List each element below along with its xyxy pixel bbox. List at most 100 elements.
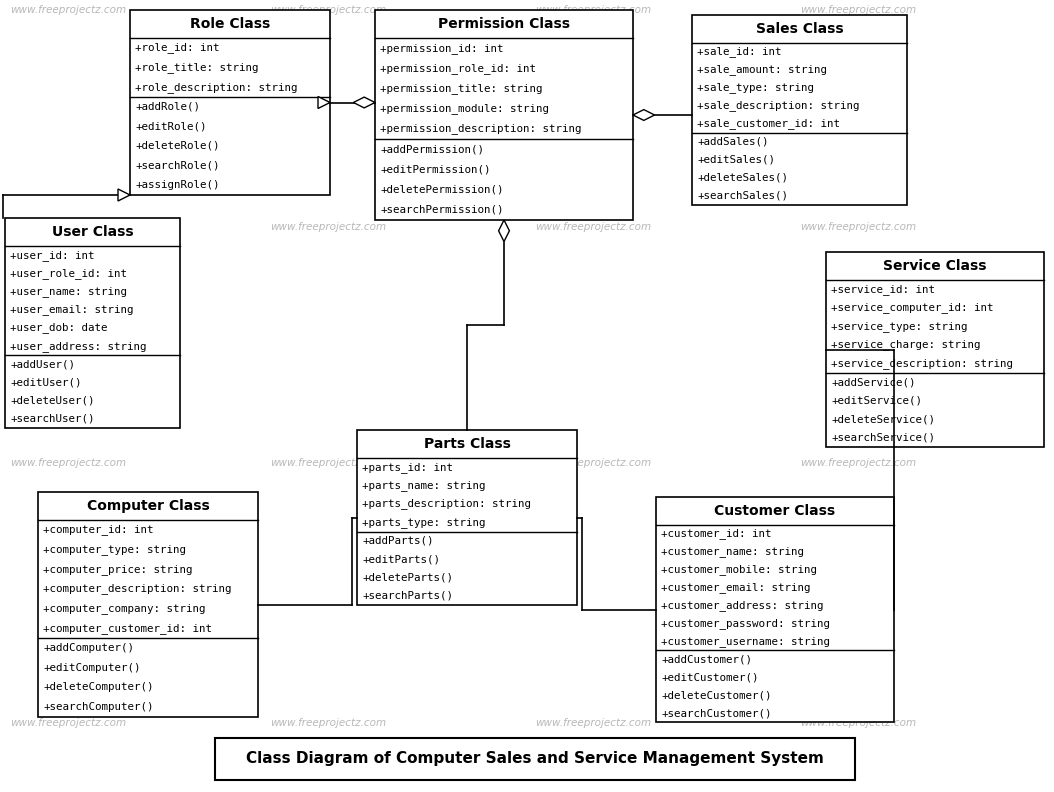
Text: +editCustomer(): +editCustomer() xyxy=(661,672,759,682)
Bar xyxy=(375,10,633,220)
Text: www.freeprojectz.com: www.freeprojectz.com xyxy=(270,718,386,728)
Bar xyxy=(130,10,330,195)
Text: +role_description: string: +role_description: string xyxy=(135,82,297,93)
Text: +editSales(): +editSales() xyxy=(697,155,775,165)
Text: +searchUser(): +searchUser() xyxy=(9,414,95,424)
Text: +deletePermission(): +deletePermission() xyxy=(380,185,504,195)
Polygon shape xyxy=(633,109,655,120)
Text: Role Class: Role Class xyxy=(190,17,270,31)
Text: www.freeprojectz.com: www.freeprojectz.com xyxy=(800,718,916,728)
Text: +customer_id: int: +customer_id: int xyxy=(661,528,772,539)
Text: +customer_address: string: +customer_address: string xyxy=(661,600,823,611)
Text: +user_id: int: +user_id: int xyxy=(9,249,95,261)
Text: +service_type: string: +service_type: string xyxy=(831,321,968,332)
Text: www.freeprojectz.com: www.freeprojectz.com xyxy=(800,5,916,15)
Polygon shape xyxy=(118,189,130,201)
Text: +editParts(): +editParts() xyxy=(362,554,440,564)
Text: www.freeprojectz.com: www.freeprojectz.com xyxy=(800,222,916,232)
Bar xyxy=(357,430,577,605)
Text: www.freeprojectz.com: www.freeprojectz.com xyxy=(535,5,651,15)
Text: +addService(): +addService() xyxy=(831,377,916,387)
Text: +editComputer(): +editComputer() xyxy=(43,663,140,672)
Text: +deleteUser(): +deleteUser() xyxy=(9,396,95,406)
Text: Sales Class: Sales Class xyxy=(756,22,843,36)
Text: +addSales(): +addSales() xyxy=(697,137,768,147)
Text: Computer Class: Computer Class xyxy=(86,499,210,513)
Text: +addPermission(): +addPermission() xyxy=(380,144,484,154)
Polygon shape xyxy=(499,220,509,242)
Text: +computer_type: string: +computer_type: string xyxy=(43,544,186,555)
Text: +user_name: string: +user_name: string xyxy=(9,286,126,297)
Text: Permission Class: Permission Class xyxy=(438,17,570,31)
Text: www.freeprojectz.com: www.freeprojectz.com xyxy=(9,458,126,468)
Text: www.freeprojectz.com: www.freeprojectz.com xyxy=(270,5,386,15)
Text: +permission_role_id: int: +permission_role_id: int xyxy=(380,63,536,74)
Polygon shape xyxy=(353,97,375,108)
Text: +sale_amount: string: +sale_amount: string xyxy=(697,64,827,75)
Text: +sale_customer_id: int: +sale_customer_id: int xyxy=(697,119,840,129)
Text: Customer Class: Customer Class xyxy=(715,504,836,518)
Text: +parts_description: string: +parts_description: string xyxy=(362,498,531,509)
Text: +deleteComputer(): +deleteComputer() xyxy=(43,683,154,692)
Text: +parts_type: string: +parts_type: string xyxy=(362,517,486,527)
Text: +service_id: int: +service_id: int xyxy=(831,284,935,295)
Text: +parts_id: int: +parts_id: int xyxy=(362,462,453,473)
Text: +sale_id: int: +sale_id: int xyxy=(697,47,781,58)
Text: +permission_module: string: +permission_module: string xyxy=(380,103,549,114)
Text: +deleteService(): +deleteService() xyxy=(831,414,935,425)
Text: +customer_username: string: +customer_username: string xyxy=(661,636,829,647)
Text: +deleteParts(): +deleteParts() xyxy=(362,573,453,582)
Text: +addComputer(): +addComputer() xyxy=(43,643,134,653)
Text: www.freeprojectz.com: www.freeprojectz.com xyxy=(535,718,651,728)
Text: +editUser(): +editUser() xyxy=(9,378,81,387)
Text: Class Diagram of Computer Sales and Service Management System: Class Diagram of Computer Sales and Serv… xyxy=(246,752,824,767)
Text: www.freeprojectz.com: www.freeprojectz.com xyxy=(535,222,651,232)
Text: www.freeprojectz.com: www.freeprojectz.com xyxy=(9,718,126,728)
Text: +searchSales(): +searchSales() xyxy=(697,191,788,201)
Text: +sale_description: string: +sale_description: string xyxy=(697,101,859,112)
Text: +customer_email: string: +customer_email: string xyxy=(661,582,811,593)
Text: Parts Class: Parts Class xyxy=(424,437,510,451)
Text: +permission_id: int: +permission_id: int xyxy=(380,43,504,54)
Text: +searchParts(): +searchParts() xyxy=(362,591,453,601)
Bar xyxy=(656,497,894,722)
Polygon shape xyxy=(318,97,330,109)
Text: www.freeprojectz.com: www.freeprojectz.com xyxy=(270,222,386,232)
Text: +addCustomer(): +addCustomer() xyxy=(661,654,752,664)
Text: +assignRole(): +assignRole() xyxy=(135,181,219,190)
Text: +permission_title: string: +permission_title: string xyxy=(380,83,543,94)
Text: www.freeprojectz.com: www.freeprojectz.com xyxy=(800,458,916,468)
Text: +editRole(): +editRole() xyxy=(135,121,207,131)
Text: +sale_type: string: +sale_type: string xyxy=(697,82,814,93)
Text: +computer_description: string: +computer_description: string xyxy=(43,584,232,595)
Text: +searchComputer(): +searchComputer() xyxy=(43,703,154,712)
Text: +computer_price: string: +computer_price: string xyxy=(43,564,193,575)
Bar xyxy=(5,218,180,428)
Text: +computer_id: int: +computer_id: int xyxy=(43,524,154,535)
Text: www.freeprojectz.com: www.freeprojectz.com xyxy=(9,222,126,232)
Bar xyxy=(38,492,258,717)
Text: +addParts(): +addParts() xyxy=(362,535,433,546)
Text: +user_role_id: int: +user_role_id: int xyxy=(9,268,126,279)
Text: +service_computer_id: int: +service_computer_id: int xyxy=(831,303,994,314)
Text: www.freeprojectz.com: www.freeprojectz.com xyxy=(9,5,126,15)
Bar xyxy=(826,252,1045,447)
Text: +role_id: int: +role_id: int xyxy=(135,42,219,53)
Text: +searchCustomer(): +searchCustomer() xyxy=(661,708,772,718)
Text: +user_email: string: +user_email: string xyxy=(9,304,134,315)
Text: +editPermission(): +editPermission() xyxy=(380,165,490,174)
Text: +searchRole(): +searchRole() xyxy=(135,161,219,170)
Text: User Class: User Class xyxy=(52,225,133,239)
Text: +addUser(): +addUser() xyxy=(9,360,75,369)
Text: +parts_name: string: +parts_name: string xyxy=(362,480,486,491)
Text: +user_dob: date: +user_dob: date xyxy=(9,322,108,333)
Text: +customer_mobile: string: +customer_mobile: string xyxy=(661,565,817,575)
Bar xyxy=(215,738,855,780)
Text: +deleteCustomer(): +deleteCustomer() xyxy=(661,690,772,700)
Text: +deleteSales(): +deleteSales() xyxy=(697,173,788,183)
Text: +deleteRole(): +deleteRole() xyxy=(135,141,219,151)
Text: www.freeprojectz.com: www.freeprojectz.com xyxy=(270,458,386,468)
Text: +searchPermission(): +searchPermission() xyxy=(380,205,504,215)
Bar xyxy=(692,15,907,205)
Text: Service Class: Service Class xyxy=(883,259,987,273)
